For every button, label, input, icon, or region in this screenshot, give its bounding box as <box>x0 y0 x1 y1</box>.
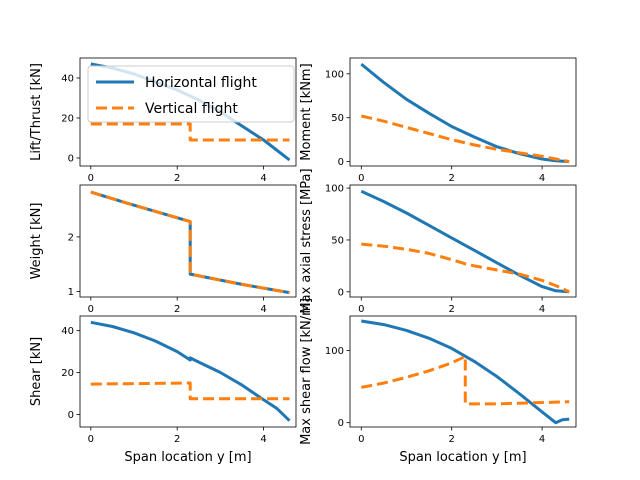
weight-ytick-label: 1 <box>68 287 74 298</box>
shearflow-xlabel: Span location y [m] <box>399 450 526 465</box>
stress-ytick-label: 50 <box>331 235 344 246</box>
shear-series-vertical <box>90 381 290 401</box>
legend-label-vertical: Vertical flight <box>145 101 238 117</box>
stress-xtick-label: 4 <box>539 304 545 315</box>
lift-axes-frame <box>79 57 297 167</box>
shear-ytick-label: 0 <box>68 410 74 421</box>
shear-axes-frame <box>79 315 297 428</box>
moment-series-vertical <box>360 114 570 164</box>
stress-xtick-label: 2 <box>449 304 455 315</box>
shear-ylabel: Shear [kN] <box>29 337 44 406</box>
shearflow-ytick-label: 0 <box>338 418 344 429</box>
moment-ytick-label: 100 <box>325 69 344 80</box>
shear-xlabel: Span location y [m] <box>124 450 251 465</box>
moment-xtick-label: 4 <box>539 173 545 184</box>
weight-xtick-label: 2 <box>174 304 180 315</box>
stress-ytick-label: 100 <box>325 184 344 195</box>
lift-ytick-label: 0 <box>68 154 74 165</box>
lift-ylabel: Lift/Thrust [kN] <box>29 63 44 161</box>
lift-series-vertical <box>90 122 290 142</box>
moment-xtick-label: 2 <box>449 173 455 184</box>
stress-ytick-label: 0 <box>338 287 344 298</box>
legend-frame <box>87 65 295 123</box>
shear-ytick-label: 20 <box>61 368 74 379</box>
stress-series-vertical <box>361 242 570 294</box>
shearflow-xtick-label: 4 <box>539 434 545 445</box>
weight-ytick-label: 2 <box>68 232 74 243</box>
legend: Horizontal flight Vertical flight <box>87 65 295 123</box>
lift-xtick-label: 0 <box>88 173 94 184</box>
shear-xtick-label: 0 <box>88 434 94 445</box>
shearflow-ytick-label: 100 <box>325 346 344 357</box>
moment-ytick-label: 50 <box>331 113 344 124</box>
shearflow-series-vertical <box>361 354 570 406</box>
panel-weight: 0 2 4 1 2 Weight [kN] <box>29 184 297 315</box>
moment-ytick-label: 0 <box>338 157 344 168</box>
shearflow-xtick-label: 2 <box>449 434 455 445</box>
weight-xtick-label: 4 <box>260 304 266 315</box>
panel-shearflow: 0 2 4 0 100 Max shear flow [kN/m] Span locatio… <box>299 298 577 465</box>
shearflow-xtick-label: 0 <box>358 434 364 445</box>
lift-xtick-label: 4 <box>260 173 266 184</box>
weight-series-vertical <box>90 190 290 295</box>
stress-axes-frame <box>349 184 577 298</box>
stress-ylabel: Max axial stress [MPa] <box>299 168 314 313</box>
legend-label-horizontal: Horizontal flight <box>145 75 257 91</box>
moment-xtick-label: 0 <box>358 173 364 184</box>
weight-xtick-label: 0 <box>88 304 94 315</box>
shearflow-series-horizontal <box>361 319 570 425</box>
shearflow-ylabel: Max shear flow [kN/m] <box>299 298 314 445</box>
shearflow-axes-frame <box>349 315 577 428</box>
weight-axes-frame <box>79 184 297 298</box>
stress-series-horizontal <box>360 189 570 294</box>
lift-ytick-label: 40 <box>61 74 74 85</box>
panel-moment: 0 2 4 0 50 100 Moment [kNm] <box>299 57 577 184</box>
moment-axes-frame <box>349 57 577 167</box>
stress-xtick-label: 0 <box>358 304 364 315</box>
panel-stress: 0 2 4 0 50 100 Max axial stress [MPa] <box>299 168 577 315</box>
shear-xtick-label: 2 <box>174 434 180 445</box>
shear-series-horizontal <box>90 320 291 422</box>
moment-series-horizontal <box>360 62 570 164</box>
lift-xtick-label: 2 <box>174 173 180 184</box>
shear-xtick-label: 4 <box>260 434 266 445</box>
weight-ylabel: Weight [kN] <box>29 203 44 280</box>
moment-ylabel: Moment [kNm] <box>299 63 314 160</box>
lift-ytick-label: 20 <box>61 114 74 125</box>
shear-ytick-label: 40 <box>61 326 74 337</box>
